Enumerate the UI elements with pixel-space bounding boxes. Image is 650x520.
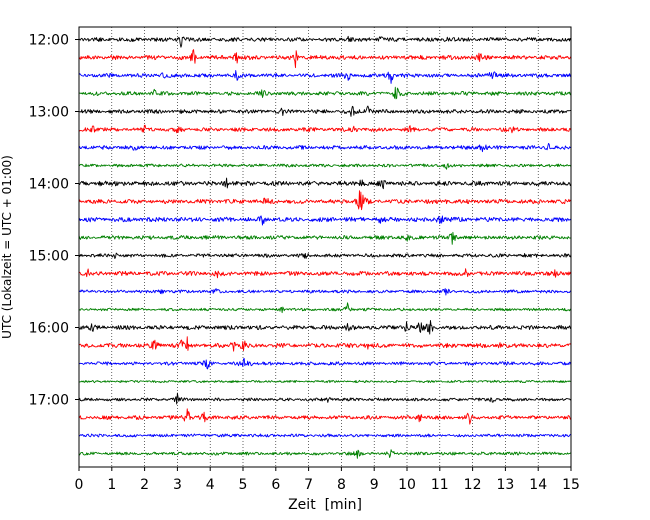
x-tick-label: 2 [140, 477, 149, 493]
x-tick-label: 13 [496, 477, 514, 493]
trace-layer [78, 35, 572, 459]
seismic-trace [78, 163, 572, 170]
plot-frame [78, 26, 572, 468]
seismic-trace [78, 70, 572, 84]
seismic-trace [78, 302, 572, 314]
x-tick-label: 9 [370, 477, 379, 493]
y-tick-label: 14:00 [29, 177, 69, 193]
seismic-trace [78, 177, 572, 190]
x-tick-label: 10 [398, 477, 416, 493]
x-tick-label: 5 [239, 477, 248, 493]
y-tick-label: 12:00 [29, 33, 69, 49]
x-tick-label: 7 [304, 477, 313, 493]
x-tick-label: 4 [206, 477, 215, 493]
y-tick-label: 17:00 [29, 393, 69, 409]
x-tick-label: 12 [464, 477, 482, 493]
seismic-trace [78, 142, 572, 153]
y-tick-label: 15:00 [29, 249, 69, 265]
x-axis-ticks: 0 1 2 3 4 5 6 7 8 9 10 11 12 13 14 15 [75, 467, 580, 493]
seismic-trace [78, 379, 572, 384]
seismic-trace [78, 288, 572, 296]
seismic-trace [78, 320, 572, 335]
seismic-trace [78, 124, 572, 134]
seismic-trace [78, 268, 572, 279]
seismic-trace [78, 231, 572, 245]
x-tick-label: 11 [431, 477, 449, 493]
y-axis-label: UTC (Lokalzeit = UTC + 01:00) [0, 155, 14, 339]
x-tick-label: 0 [75, 477, 84, 493]
seismic-trace [78, 392, 572, 405]
seismic-trace [78, 215, 572, 226]
seismic-trace [78, 35, 572, 48]
seismic-trace [78, 433, 572, 438]
seismic-trace [78, 449, 572, 459]
x-tick-label: 8 [337, 477, 346, 493]
y-axis-ticks: 12:00 13:00 14:00 15:00 16:00 17:00 [29, 33, 79, 409]
x-axis-label: Zeit [min] [288, 497, 362, 513]
seismic-trace [78, 252, 572, 259]
y-tick-label: 16:00 [29, 321, 69, 337]
seismic-trace [78, 190, 572, 211]
y-tick-label: 13:00 [29, 105, 69, 121]
x-tick-label: 15 [562, 477, 580, 493]
seismic-trace [78, 408, 572, 425]
x-tick-label: 14 [529, 477, 547, 493]
x-tick-label: 1 [107, 477, 116, 493]
seismic-trace [78, 86, 572, 100]
seismic-trace [78, 336, 572, 352]
x-tick-label: 6 [271, 477, 280, 493]
seismic-trace [78, 357, 572, 370]
x-tick-label: 3 [173, 477, 182, 493]
seismic-trace [78, 105, 572, 117]
seismic-trace [78, 49, 572, 69]
